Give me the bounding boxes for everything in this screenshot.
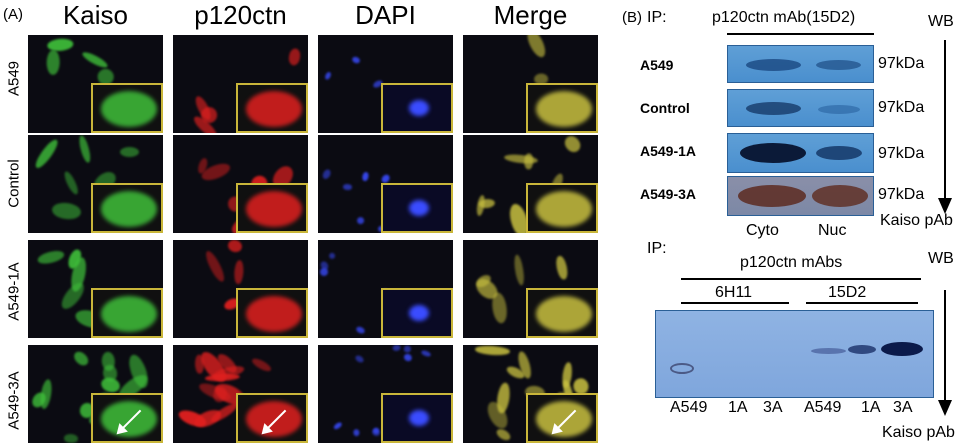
lane-label-5: 1A bbox=[861, 399, 881, 416]
column-head-dapi: DAPI bbox=[355, 0, 416, 30]
wb-label-bottom: WB bbox=[928, 250, 954, 267]
lane-label-4: A549 bbox=[804, 399, 842, 416]
ip-underline-top bbox=[727, 33, 874, 35]
kda-label-3: 97kDa bbox=[878, 145, 925, 162]
micrograph-a549-1a-merge bbox=[463, 240, 598, 338]
inset-a549-1a-merge bbox=[526, 288, 598, 338]
down-arrow-icon-bottom bbox=[938, 290, 952, 416]
column-head-merge: Merge bbox=[493, 0, 568, 30]
micrograph-a549-dapi bbox=[318, 35, 453, 133]
lane-label-3: 3A bbox=[763, 399, 783, 416]
inset-control-p120ctn bbox=[236, 183, 308, 233]
micrograph-a549-3a-p120ctn bbox=[173, 345, 308, 443]
row-label-control: Control bbox=[5, 159, 23, 208]
ip-label-top: IP: bbox=[647, 9, 667, 26]
row-label-a549-1a: A549-1A bbox=[5, 262, 23, 321]
row-label-a549-3a: A549-3A bbox=[5, 371, 23, 430]
lane-label-2: 1A bbox=[728, 399, 748, 416]
group-label-15d2: 15D2 bbox=[828, 284, 867, 301]
micrograph-a549-1a-kaiso bbox=[28, 240, 163, 338]
micrograph-control-merge bbox=[463, 135, 598, 233]
inset-a549-dapi bbox=[381, 83, 453, 133]
group-label-6h11: 6H11 bbox=[715, 284, 753, 301]
ip-label-bottom: IP: bbox=[647, 240, 667, 257]
ip-underline-bottom bbox=[681, 278, 921, 280]
group-underline-15d2 bbox=[806, 302, 918, 304]
micrograph-a549-3a-kaiso bbox=[28, 345, 163, 443]
kda-label-2: 97kDa bbox=[878, 99, 925, 116]
inset-control-kaiso bbox=[91, 183, 163, 233]
blot-strip-control bbox=[727, 89, 874, 127]
fraction-cyto: Cyto bbox=[746, 222, 779, 239]
blot-row-label-a549: A549 bbox=[640, 57, 674, 73]
blot-row-label-control: Control bbox=[640, 100, 690, 116]
micrograph-a549-merge bbox=[463, 35, 598, 133]
inset-a549-p120ctn bbox=[236, 83, 308, 133]
inset-a549-1a-dapi bbox=[381, 288, 453, 338]
micrograph-control-p120ctn bbox=[173, 135, 308, 233]
kaiso-label-bottom: Kaiso pAb bbox=[882, 424, 955, 441]
inset-a549-3a-p120ctn bbox=[236, 393, 308, 443]
inset-a549-3a-dapi bbox=[381, 393, 453, 443]
lane-label-1: A549 bbox=[670, 399, 708, 416]
micrograph-control-dapi bbox=[318, 135, 453, 233]
inset-a549-merge bbox=[526, 83, 598, 133]
inset-a549-1a-p120ctn bbox=[236, 288, 308, 338]
micrograph-a549-kaiso bbox=[28, 35, 163, 133]
kda-label-4: 97kDa bbox=[878, 186, 925, 203]
group-underline-6h11 bbox=[681, 302, 789, 304]
micrograph-a549-1a-dapi bbox=[318, 240, 453, 338]
micrograph-a549-p120ctn bbox=[173, 35, 308, 133]
panel-b-label: (B) bbox=[622, 9, 642, 26]
row-label-a549: A549 bbox=[5, 60, 23, 97]
micrograph-a549-3a-dapi bbox=[318, 345, 453, 443]
inset-control-dapi bbox=[381, 183, 453, 233]
column-head-kaiso: Kaiso bbox=[62, 0, 129, 30]
fraction-nuc: Nuc bbox=[818, 222, 847, 239]
ip-antibody-top: p120ctn mAb(15D2) bbox=[712, 9, 856, 26]
ip-antibody-bottom: p120ctn mAbs bbox=[740, 254, 843, 271]
blot-row-label-a549-3a: A549-3A bbox=[640, 186, 697, 202]
inset-a549-3a-merge bbox=[526, 393, 598, 443]
micrograph-a549-3a-merge bbox=[463, 345, 598, 443]
blot-strip-a549-3a bbox=[727, 176, 874, 216]
blot-strip-a549-1a bbox=[727, 133, 874, 173]
kaiso-label-top: Kaiso pAb bbox=[880, 212, 953, 229]
down-arrow-icon bbox=[938, 40, 952, 214]
kda-label-1: 97kDa bbox=[878, 55, 925, 72]
wb-label-top: WB bbox=[928, 13, 954, 30]
blot-row-label-a549-1a: A549-1A bbox=[640, 143, 697, 159]
micrograph-control-kaiso bbox=[28, 135, 163, 233]
blot-strip-a549 bbox=[727, 45, 874, 83]
inset-a549-3a-kaiso bbox=[91, 393, 163, 443]
column-head-p120ctn: p120ctn bbox=[194, 0, 287, 30]
inset-a549-kaiso bbox=[91, 83, 163, 133]
panel-a-label: (A) bbox=[3, 6, 23, 23]
blot-strip-bottom bbox=[655, 310, 934, 398]
micrograph-a549-1a-p120ctn bbox=[173, 240, 308, 338]
lane-label-6: 3A bbox=[893, 399, 913, 416]
inset-a549-1a-kaiso bbox=[91, 288, 163, 338]
inset-control-merge bbox=[526, 183, 598, 233]
